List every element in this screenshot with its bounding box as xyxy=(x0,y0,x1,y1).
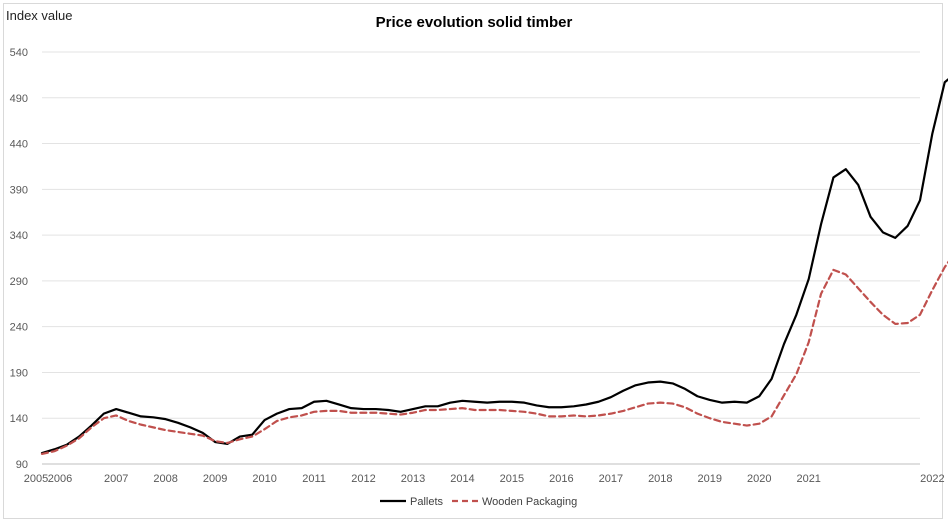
y-tick-labels: 90 140 190 240 290 340 390 440 490 540 xyxy=(10,47,28,471)
y-tick-290: 290 xyxy=(10,276,28,288)
x-tick-2006: 2006 xyxy=(48,473,72,485)
x-tick-2017: 2017 xyxy=(599,473,623,485)
y-tick-90: 90 xyxy=(16,459,28,471)
series-line-wooden-packaging xyxy=(40,260,948,456)
chart-frame xyxy=(3,3,943,519)
series-lines xyxy=(40,78,948,456)
legend-label-wooden-packaging: Wooden Packaging xyxy=(482,496,577,508)
y-tick-490: 490 xyxy=(10,93,28,105)
x-tick-2007: 2007 xyxy=(104,473,128,485)
x-tick-2021: 2021 xyxy=(796,473,820,485)
y-tick-240: 240 xyxy=(10,322,28,334)
y-tick-340: 340 xyxy=(10,230,28,242)
legend: Pallets Wooden Packaging xyxy=(380,496,577,508)
chart-title: Price evolution solid timber xyxy=(375,14,573,31)
x-tick-2018: 2018 xyxy=(648,473,672,485)
x-tick-2022: 2022 xyxy=(920,473,944,485)
legend-label-pallets: Pallets xyxy=(410,496,444,508)
x-tick-2019: 2019 xyxy=(698,473,722,485)
x-tick-2005: 2005 xyxy=(24,473,48,485)
y-tick-140: 140 xyxy=(10,413,28,425)
x-tick-labels: 2005 2006 2007 2008 2009 2010 2011 2012 2013 2014… xyxy=(24,473,945,485)
x-tick-2020: 2020 xyxy=(747,473,771,485)
x-tick-2008: 2008 xyxy=(153,473,177,485)
x-tick-2009: 2009 xyxy=(203,473,227,485)
y-tick-390: 390 xyxy=(10,184,28,196)
y-tick-190: 190 xyxy=(10,367,28,379)
y-axis-label: Index value xyxy=(6,8,73,23)
x-tick-2013: 2013 xyxy=(401,473,425,485)
x-tick-2010: 2010 xyxy=(252,473,276,485)
series-line-pallets xyxy=(40,78,948,455)
x-tick-2011: 2011 xyxy=(302,473,326,485)
x-tick-2015: 2015 xyxy=(500,473,524,485)
x-tick-2016: 2016 xyxy=(549,473,573,485)
y-tick-540: 540 xyxy=(10,47,28,59)
y-tick-440: 440 xyxy=(10,139,28,151)
x-tick-2012: 2012 xyxy=(351,473,375,485)
gridlines xyxy=(42,51,920,465)
x-tick-2014: 2014 xyxy=(450,473,474,485)
